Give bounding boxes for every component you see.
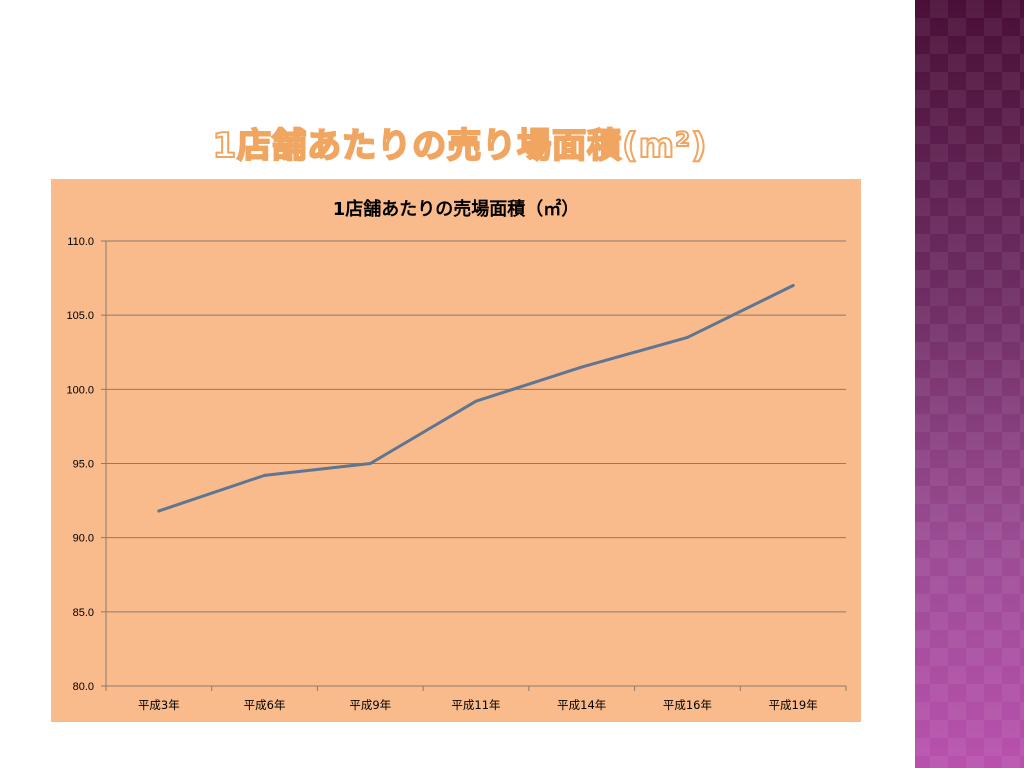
data-point [685,335,689,339]
x-tick-label: 平成6年 [244,698,286,712]
data-point [263,473,267,477]
decorative-side-panel [912,0,1024,768]
y-tick-label: 85.0 [73,607,94,619]
diamond-pattern [912,0,1024,768]
y-tick-label: 90.0 [73,533,94,545]
slide-title: 1店舗あたりの売り場面積(m²) [211,125,708,167]
x-tick-label: 平成9年 [349,698,391,712]
data-point [791,284,795,287]
data-point [157,509,161,513]
y-tick-label: 105.0 [66,310,94,322]
y-tick-label: 95.0 [73,459,94,471]
gridlines [101,240,846,687]
series-line [157,284,795,513]
y-axis-tick-labels: 80.0 85.0 90.0 95.0 100.0 105.0 110.0 [66,236,94,693]
line-chart: 1店舗あたりの売場面積（㎡） 80.0 85.0 90.0 95.0 100.0 105.… [51,179,861,722]
y-tick-label: 80.0 [73,681,94,693]
data-point [368,462,372,465]
y-tick-label: 100.0 [66,384,94,396]
x-tick-label: 平成11年 [451,698,500,712]
x-tick-label: 平成14年 [557,698,606,712]
chart-title: 1店舗あたりの売場面積（㎡） [333,198,580,220]
data-point [580,365,584,369]
x-tick-label: 平成19年 [769,698,818,712]
y-tick-label: 110.0 [67,236,94,248]
series-layer [157,284,795,513]
x-axis-tick-labels: 平成3年 平成6年 平成9年 平成11年 平成14年 平成16年 平成19年 [138,698,818,712]
chart-svg: 1店舗あたりの売場面積（㎡） 80.0 85.0 90.0 95.0 100.0 105.… [66,198,847,712]
x-tick-label: 平成3年 [138,698,180,712]
axes [105,241,847,691]
x-tick-label: 平成16年 [663,698,712,712]
side-panel-edge [912,0,915,768]
data-point [474,399,478,403]
